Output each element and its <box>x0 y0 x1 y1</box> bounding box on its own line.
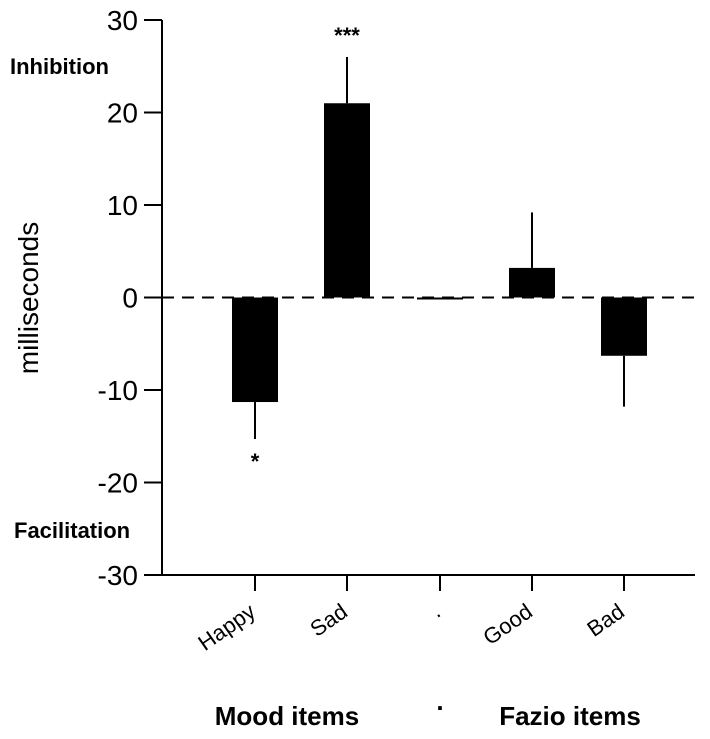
x-tick-label: Happy <box>193 599 259 656</box>
significance-label: * <box>251 449 260 474</box>
y-tick-label: 0 <box>122 283 138 314</box>
bars: **** <box>232 23 647 474</box>
x-axis: Happy Sad. Good Bad <box>162 574 695 656</box>
y-tick-label: -20 <box>98 468 138 499</box>
y-tick-label: -10 <box>98 375 138 406</box>
bar-good <box>509 267 555 298</box>
x-tick-label: Sad <box>305 599 351 642</box>
significance-label: *** <box>334 23 360 48</box>
region-label-facilitation: Facilitation <box>14 518 130 543</box>
group-label-fazio: Fazio items <box>499 701 641 731</box>
x-tick-label: Bad <box>582 599 628 642</box>
bar-happy <box>232 297 278 403</box>
bar-sad <box>324 103 370 298</box>
x-tick-label: Good <box>478 599 536 650</box>
y-tick-label: -30 <box>98 560 138 591</box>
group-label-mood: Mood items <box>215 701 359 731</box>
y-tick-label: 30 <box>107 5 138 36</box>
y-axis-title: milliseconds <box>13 222 44 375</box>
y-tick-label: 20 <box>107 98 138 129</box>
bar- <box>417 297 463 300</box>
bar-bad <box>601 297 647 356</box>
region-label-inhibition: Inhibition <box>10 54 109 79</box>
y-axis: 30 20 10 0 -10 -20 -30 <box>98 5 163 591</box>
group-separator: . <box>436 686 443 716</box>
x-tick-label: . <box>426 599 445 623</box>
y-tick-label: 10 <box>107 190 138 221</box>
